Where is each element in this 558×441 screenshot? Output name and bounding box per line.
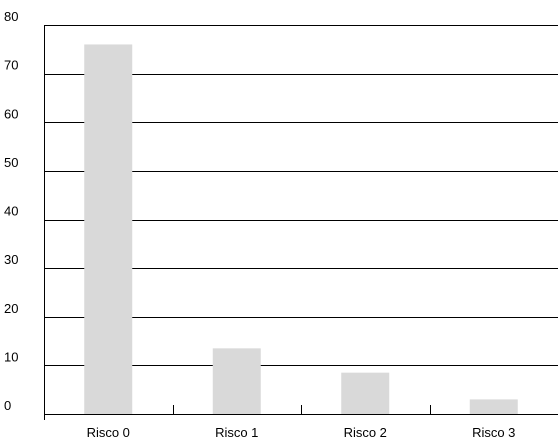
bar-risco-3: [469, 399, 518, 414]
y-tick-labels: 0 10 20 30 40 50 60 70 80: [4, 9, 18, 413]
bar-risco-1: [212, 348, 261, 414]
x-tick-label: Risco 1: [215, 425, 258, 440]
y-tick-label: 70: [4, 58, 18, 73]
y-tick-label: 40: [4, 204, 18, 219]
y-tick-label: 20: [4, 301, 18, 316]
bars: [84, 44, 518, 414]
bar-risco-0: [84, 44, 133, 414]
y-tick-label: 10: [4, 349, 18, 364]
y-tick-label: 80: [4, 9, 18, 24]
x-tick-label: Risco 2: [344, 425, 387, 440]
axes: [44, 25, 558, 420]
y-tick-label: 0: [4, 398, 11, 413]
x-tick-label: Risco 3: [472, 425, 515, 440]
y-tick-label: 50: [4, 155, 18, 170]
x-tick-label: Risco 0: [87, 425, 130, 440]
y-tick-label: 30: [4, 252, 18, 267]
y-tick-label: 60: [4, 106, 18, 121]
bar-risco-2: [341, 372, 390, 414]
x-tick-labels: Risco 0 Risco 1 Risco 2 Risco 3: [87, 425, 516, 440]
